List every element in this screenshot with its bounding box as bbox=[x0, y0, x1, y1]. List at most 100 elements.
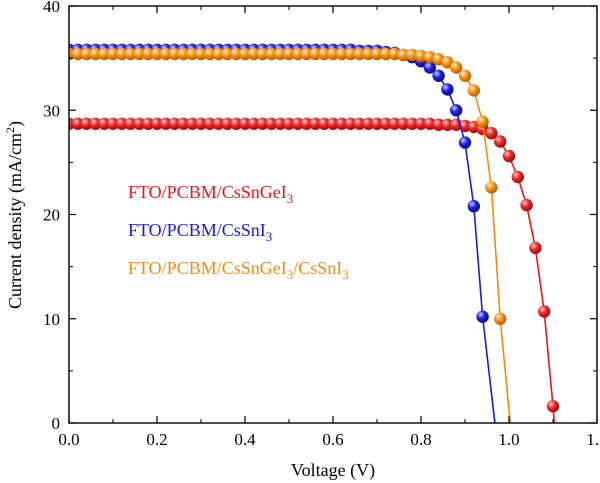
series-2-point-32 bbox=[344, 47, 357, 61]
series-2-point-12 bbox=[168, 47, 181, 61]
legend: FTO/PCBM/CsSnGeI3 FTO/PCBM/CsSnI3 FTO/PC… bbox=[128, 182, 349, 282]
series-2-point-11 bbox=[159, 47, 172, 61]
series-2-point-18 bbox=[221, 47, 234, 61]
series-0-point-30 bbox=[326, 117, 340, 130]
y-axis-label-sup: 2 bbox=[3, 127, 17, 133]
legend-entry-2: FTO/PCBM/CsSnGeI3/CsSnI3 bbox=[128, 258, 349, 282]
series-2-point-4 bbox=[98, 47, 111, 61]
legend-entry-2-tail-sub: 3 bbox=[342, 267, 349, 282]
series-0-point-53 bbox=[529, 241, 542, 255]
x-tick-label-3: 0.6 bbox=[322, 430, 343, 449]
series-2-point-46 bbox=[467, 84, 480, 97]
series-0-point-35 bbox=[370, 117, 384, 130]
series-0-point-27 bbox=[300, 117, 313, 130]
series-0-point-55 bbox=[546, 400, 560, 413]
series-2-point-38 bbox=[397, 48, 410, 62]
series-2-point-45 bbox=[458, 69, 472, 83]
series-0-point-7 bbox=[124, 117, 137, 130]
y-tick-label-3: 30 bbox=[43, 101, 60, 120]
series-0-point-50 bbox=[502, 149, 516, 163]
series-2-point-29 bbox=[318, 47, 331, 61]
series-1-point-44 bbox=[450, 104, 463, 117]
series-0-point-34 bbox=[362, 117, 375, 130]
series-0-point-26 bbox=[291, 117, 304, 130]
series-2-point-25 bbox=[282, 47, 296, 61]
series-2-point-2 bbox=[80, 47, 93, 61]
series-0-point-20 bbox=[238, 117, 252, 130]
series-2-point-48 bbox=[485, 181, 498, 194]
series-2-point-24 bbox=[274, 47, 287, 61]
series-0-point-31 bbox=[335, 117, 348, 130]
x-tick-label-0: 0.0 bbox=[58, 430, 79, 449]
y-tick-label-1: 10 bbox=[43, 310, 60, 329]
series-0-point-12 bbox=[168, 117, 181, 130]
legend-entry-2-sub: 3 bbox=[287, 267, 294, 282]
series-0-point-3 bbox=[89, 117, 102, 130]
series-2-point-49 bbox=[494, 312, 507, 325]
series-1-point-45 bbox=[458, 136, 472, 149]
series-0-point-4 bbox=[98, 117, 111, 130]
series-0-point-17 bbox=[212, 117, 225, 130]
series-2-point-13 bbox=[177, 47, 190, 61]
series-2-point-9 bbox=[142, 47, 155, 61]
y-axis-label-close: ) bbox=[5, 121, 26, 127]
series-0-point-8 bbox=[133, 117, 146, 130]
series-2-point-14 bbox=[186, 47, 199, 61]
series-2-point-23 bbox=[265, 47, 278, 61]
series-2-point-7 bbox=[124, 47, 137, 61]
series-0-point-23 bbox=[265, 117, 278, 130]
legend-entry-2-tail: /CsSnI bbox=[293, 258, 342, 278]
y-axis-label: Current density (mA/cm2) bbox=[3, 121, 26, 309]
series-2-point-36 bbox=[379, 47, 392, 61]
series-2-point-16 bbox=[203, 47, 216, 61]
series-0-point-24 bbox=[274, 117, 287, 130]
series-0-point-18 bbox=[221, 117, 234, 130]
y-axis-label-main: Current density (mA/cm bbox=[5, 133, 26, 309]
series-1-point-41 bbox=[423, 61, 436, 74]
series-2-point-3 bbox=[89, 47, 102, 61]
series-0-point-33 bbox=[353, 117, 366, 130]
series-0-point-21 bbox=[247, 117, 260, 130]
legend-entry-1: FTO/PCBM/CsSnI3 bbox=[128, 220, 272, 244]
x-tick-label-1: 0.2 bbox=[146, 430, 167, 449]
y-axis-ticks: 0 10 20 30 40 bbox=[43, 0, 597, 433]
series-0-point-52 bbox=[520, 198, 533, 212]
series-2-point-26 bbox=[291, 47, 304, 61]
plot-frame bbox=[68, 5, 598, 424]
series-0-point-10 bbox=[150, 117, 164, 130]
series-0 bbox=[69, 117, 560, 423]
series-0-point-16 bbox=[203, 117, 216, 130]
series-2-point-31 bbox=[335, 47, 348, 61]
series-2-point-27 bbox=[300, 47, 313, 61]
series-0-point-39 bbox=[406, 117, 419, 130]
series-2-point-10 bbox=[150, 47, 164, 61]
x-axis-label: Voltage (V) bbox=[291, 460, 375, 481]
x-tick-label-6: 1.2 bbox=[586, 430, 600, 449]
series-0-point-43 bbox=[441, 118, 454, 131]
series-2-point-30 bbox=[326, 47, 340, 61]
series-2-point-21 bbox=[247, 47, 260, 61]
series-2-point-47 bbox=[476, 115, 489, 128]
legend-entry-0-main: FTO/PCBM/CsSnGeI bbox=[128, 182, 287, 202]
series-1-point-43 bbox=[441, 83, 454, 96]
series-0-point-32 bbox=[344, 117, 357, 130]
series-1-point-46 bbox=[467, 200, 480, 213]
series-0-point-28 bbox=[309, 117, 322, 130]
series-0-point-1 bbox=[71, 117, 85, 130]
series-2-point-33 bbox=[353, 47, 366, 61]
series-0-point-51 bbox=[511, 170, 524, 184]
series-1-point-47 bbox=[476, 310, 489, 323]
legend-entry-2-main: FTO/PCBM/CsSnGeI bbox=[128, 258, 287, 278]
series-0-point-49 bbox=[494, 135, 507, 148]
series-0-point-38 bbox=[397, 117, 410, 130]
legend-entry-0: FTO/PCBM/CsSnGeI3 bbox=[128, 182, 293, 206]
series-2-point-22 bbox=[256, 47, 269, 61]
series-layer bbox=[69, 43, 560, 423]
x-tick-label-2: 0.4 bbox=[234, 430, 256, 449]
series-0-point-29 bbox=[318, 117, 331, 130]
series-0-point-9 bbox=[142, 117, 155, 130]
y-tick-label-2: 20 bbox=[43, 206, 60, 225]
series-2-point-44 bbox=[450, 61, 463, 74]
series-0-point-6 bbox=[115, 117, 128, 130]
